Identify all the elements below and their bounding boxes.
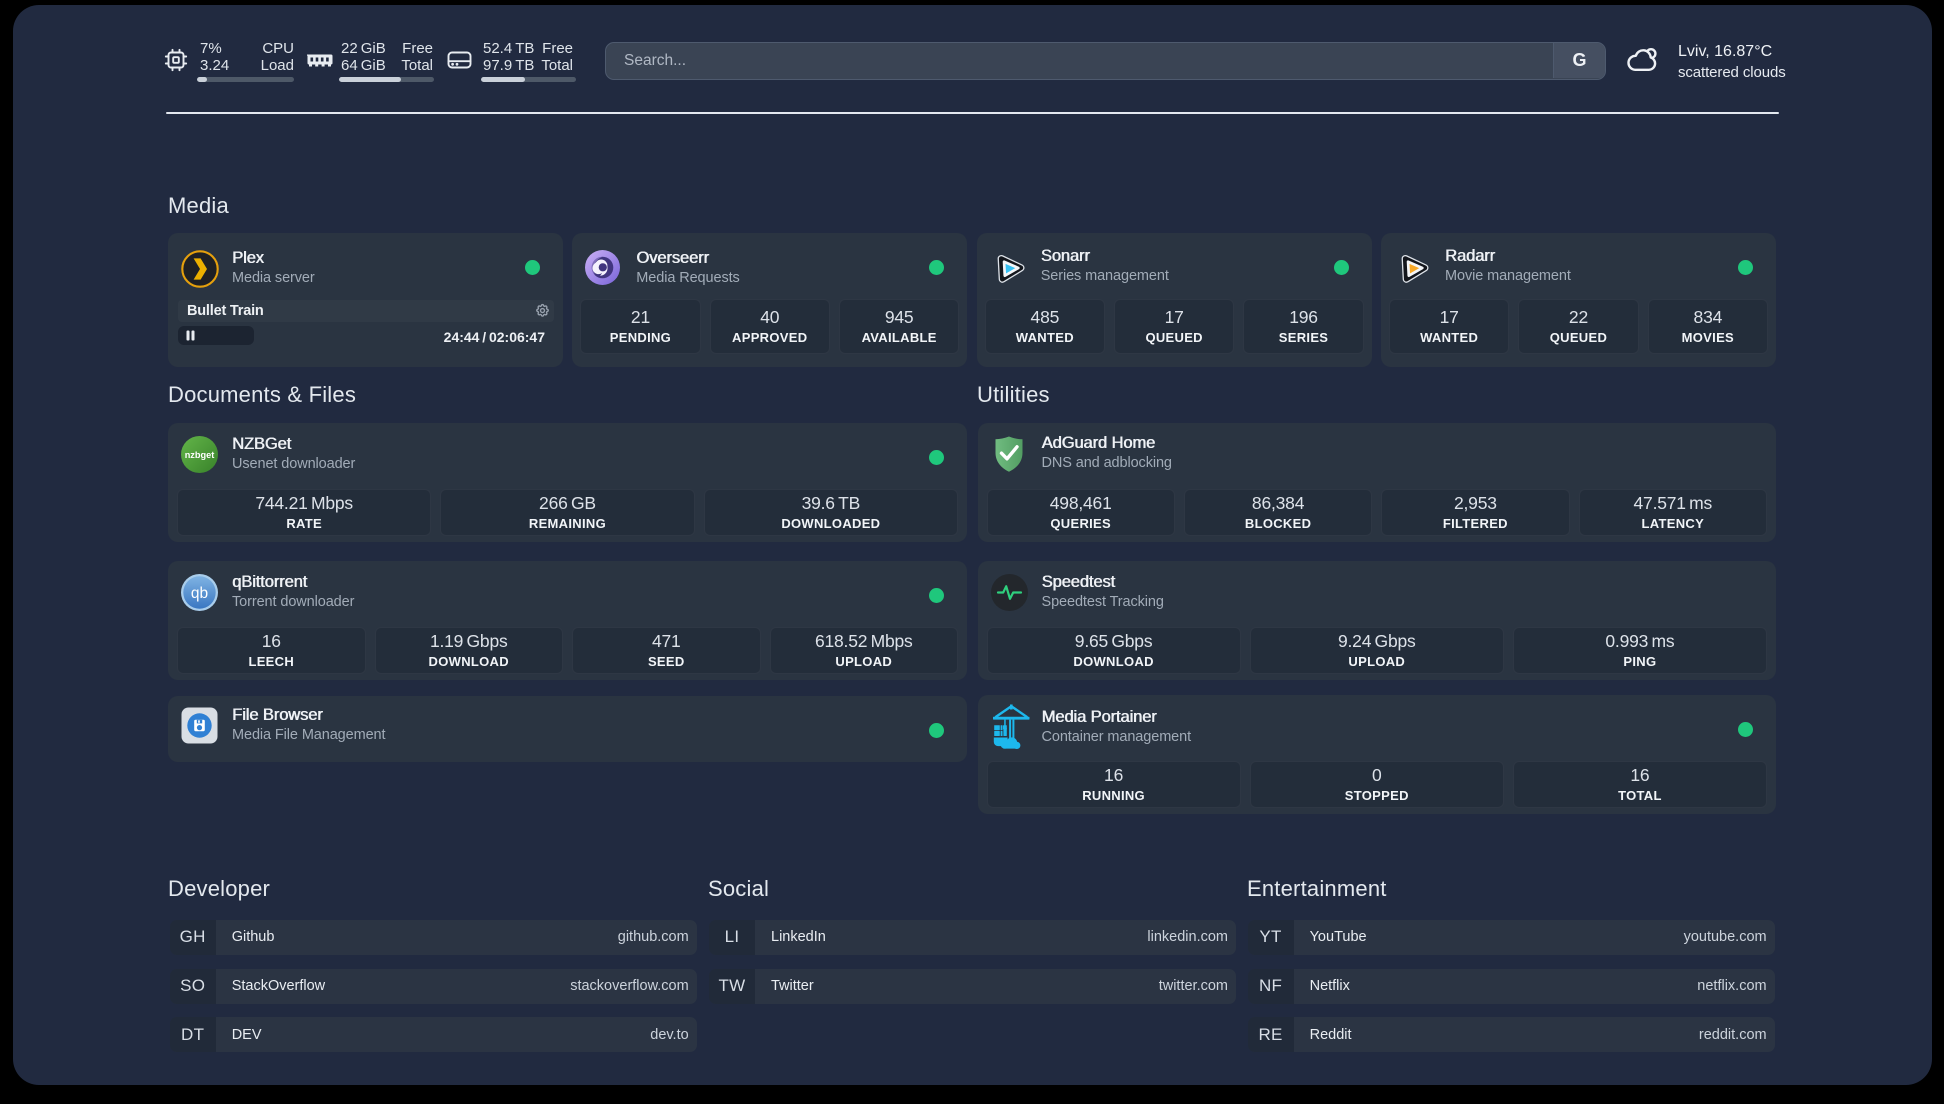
svg-text:nzbget: nzbget [185,450,215,460]
svg-text:qb: qb [191,585,208,602]
